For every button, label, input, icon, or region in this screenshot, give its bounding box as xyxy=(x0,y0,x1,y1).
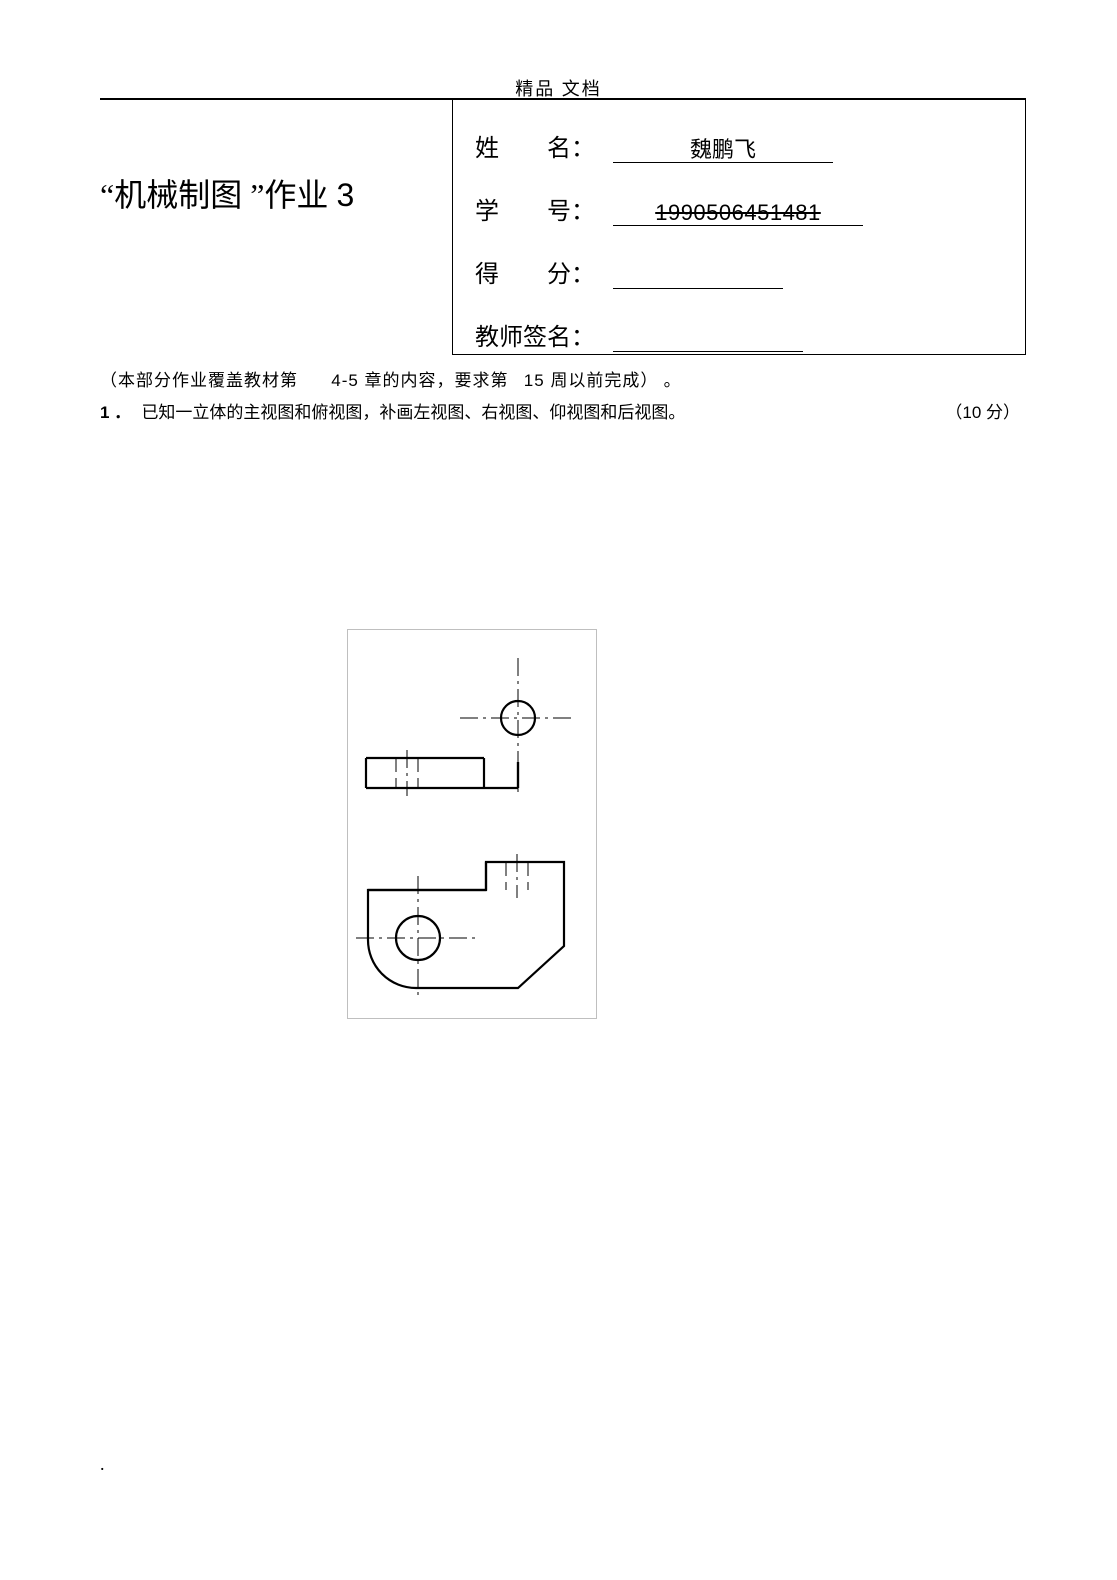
value-name: 魏鹏飞 xyxy=(613,137,833,163)
quote-close: ” xyxy=(250,177,264,213)
q1-points: （10 分） xyxy=(945,398,1020,429)
title-text: 机械制图 xyxy=(114,177,250,213)
q1-text: 已知一立体的主视图和俯视图，补画左视图、右视图、仰视图和后视图。 xyxy=(141,403,685,422)
value-signature xyxy=(613,326,803,352)
note-seg2: 4-5 章的内容，要求第 xyxy=(331,366,508,397)
row-score: 得 分： xyxy=(475,254,995,289)
row-signature: 教师签名： xyxy=(475,317,995,352)
label-score-a: 得 xyxy=(475,254,499,289)
label-name-b: 名： xyxy=(547,128,595,163)
note-num1: 4-5 xyxy=(331,371,364,390)
label-id-a: 学 xyxy=(475,191,499,226)
q1-pts-n: 10 xyxy=(962,403,986,422)
q1-pts-open: （ xyxy=(945,403,962,422)
q1-pts-unit: 分） xyxy=(986,403,1020,422)
title-number: 3 xyxy=(336,177,354,213)
engineering-drawing xyxy=(347,629,597,1019)
note-seg2b: 章的内容，要求第 xyxy=(365,371,509,390)
title-suffix: 作业 xyxy=(264,177,336,213)
q1-number: 1 ． xyxy=(100,403,131,422)
drawing-svg xyxy=(348,630,598,1020)
quote-open: “ xyxy=(100,177,114,213)
value-id: 1990506451481 xyxy=(613,200,863,226)
question-1: 1 ． 已知一立体的主视图和俯视图，补画左视图、右视图、仰视图和后视图。 （10… xyxy=(100,398,1020,429)
assignment-title: “机械制图 ”作业 3 xyxy=(100,170,450,216)
label-name-a: 姓 xyxy=(475,128,499,163)
note-seg1: （本部分作业覆盖教材第 xyxy=(100,366,298,397)
note-num2: 15 xyxy=(524,371,551,390)
value-score xyxy=(613,263,783,289)
page-header: 精品 文档 xyxy=(0,0,1117,101)
label-score-b: 分： xyxy=(547,254,595,289)
student-info-box: 姓 名： 魏鹏飞 学 号： 1990506451481 得 分： 教师签名： xyxy=(452,100,1026,355)
label-signature: 教师签名： xyxy=(475,317,595,352)
row-id: 学 号： 1990506451481 xyxy=(475,191,995,226)
note-seg3b: 周以前完成） 。 xyxy=(550,371,681,390)
footer-dot: . xyxy=(100,1454,105,1475)
note-seg3: 15 周以前完成） 。 xyxy=(524,366,682,397)
coverage-note: （本部分作业覆盖教材第 4-5 章的内容，要求第 15 周以前完成） 。 xyxy=(100,366,1020,397)
label-id-b: 号： xyxy=(547,191,595,226)
row-name: 姓 名： 魏鹏飞 xyxy=(475,128,995,163)
